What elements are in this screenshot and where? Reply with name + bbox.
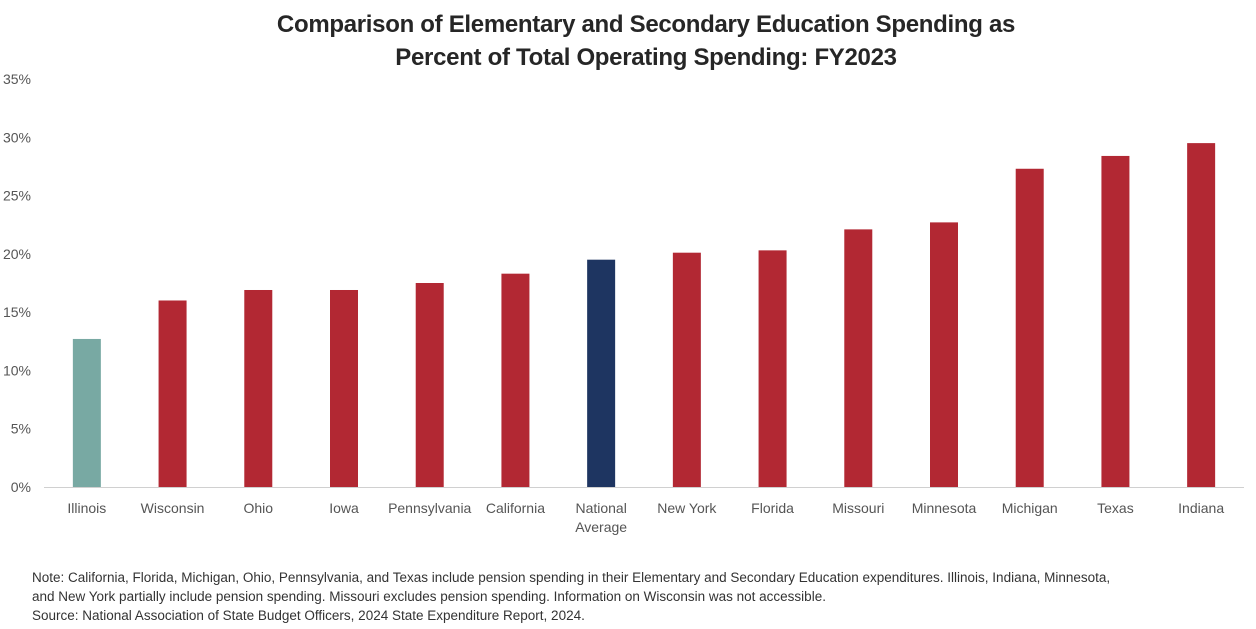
y-tick-label: 5% [11,421,31,437]
x-tick-label: New York [657,500,717,516]
y-tick-label: 35% [3,71,31,87]
bar [1187,143,1216,487]
x-tick-label: Missouri [832,500,884,516]
bar [1015,168,1044,487]
x-tick-label: Illinois [67,500,106,516]
bar [1101,155,1130,488]
x-tick-label: Texas [1097,500,1134,516]
bar-chart: 0% 5% 10% 15% 20% 25% 30% 35% Illinois Wisconsin O… [3,71,1244,535]
y-tick-label: 30% [3,129,31,145]
bar [72,338,101,487]
bar [158,300,187,487]
bar [587,259,616,487]
bar [501,273,530,487]
source-line: Source: National Association of State Bu… [32,608,585,623]
bar [330,289,358,487]
x-tick-label: Ohio [243,500,273,516]
x-tick-label: Florida [751,500,794,516]
y-tick-label: 0% [11,479,31,495]
bar [415,283,444,487]
bar [672,252,701,487]
x-tick-label: Michigan [1002,500,1058,516]
x-tick-label: Wisconsin [141,500,205,516]
footnotes: Note: California, Florida, Michigan, Ohi… [32,568,1232,625]
bar [244,289,273,487]
x-tick-label: Pennsylvania [388,500,471,516]
y-tick-label: 10% [3,362,31,378]
chart-title-line-1: Comparison of Elementary and Secondary E… [276,11,1016,38]
x-tick-label: California [486,500,545,516]
y-tick-label: 15% [3,304,31,320]
note-line-2: and New York partially include pension s… [32,589,826,604]
bar [758,250,787,487]
chart-title-line-2: Percent of Total Operating Spending: FY2… [395,44,897,71]
y-tick-label: 25% [3,188,31,204]
x-tick-label: Average [575,519,627,535]
x-tick-label: National [575,500,626,516]
x-tick-label: Minnesota [912,500,977,516]
x-tick-label: Indiana [1178,500,1224,516]
x-tick-label: Iowa [329,500,359,516]
chart-title: Comparison of Elementary and Secondary E… [0,8,1256,74]
bar [930,222,958,487]
note-line-1: Note: California, Florida, Michigan, Ohi… [32,570,1111,585]
y-tick-label: 20% [3,246,31,262]
bar [844,229,873,487]
